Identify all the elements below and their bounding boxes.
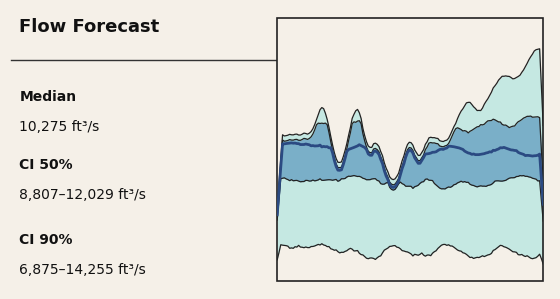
- Text: Flow Forecast: Flow Forecast: [20, 18, 160, 36]
- Text: 10,275 ft³/s: 10,275 ft³/s: [20, 120, 100, 134]
- Text: Median: Median: [20, 90, 77, 104]
- Text: CI 50%: CI 50%: [20, 158, 73, 173]
- Text: 6,875–14,255 ft³/s: 6,875–14,255 ft³/s: [20, 263, 146, 277]
- Text: 8,807–12,029 ft³/s: 8,807–12,029 ft³/s: [20, 188, 146, 202]
- Text: CI 90%: CI 90%: [20, 233, 73, 247]
